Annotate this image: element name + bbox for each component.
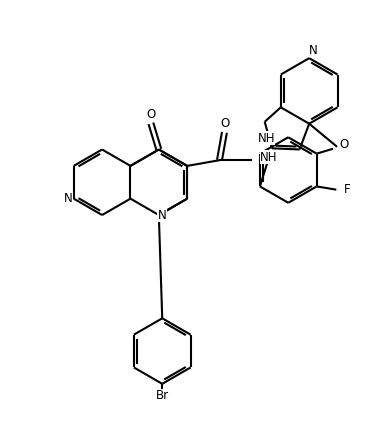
Text: O: O: [146, 108, 156, 121]
Text: NH: NH: [257, 132, 275, 145]
Text: O: O: [221, 117, 230, 130]
Text: N: N: [64, 192, 72, 205]
Text: O: O: [339, 138, 348, 151]
Text: F: F: [344, 183, 351, 196]
Text: N: N: [158, 209, 166, 221]
Text: Br: Br: [156, 389, 169, 402]
Text: N: N: [309, 44, 317, 57]
Text: NH: NH: [260, 151, 278, 164]
